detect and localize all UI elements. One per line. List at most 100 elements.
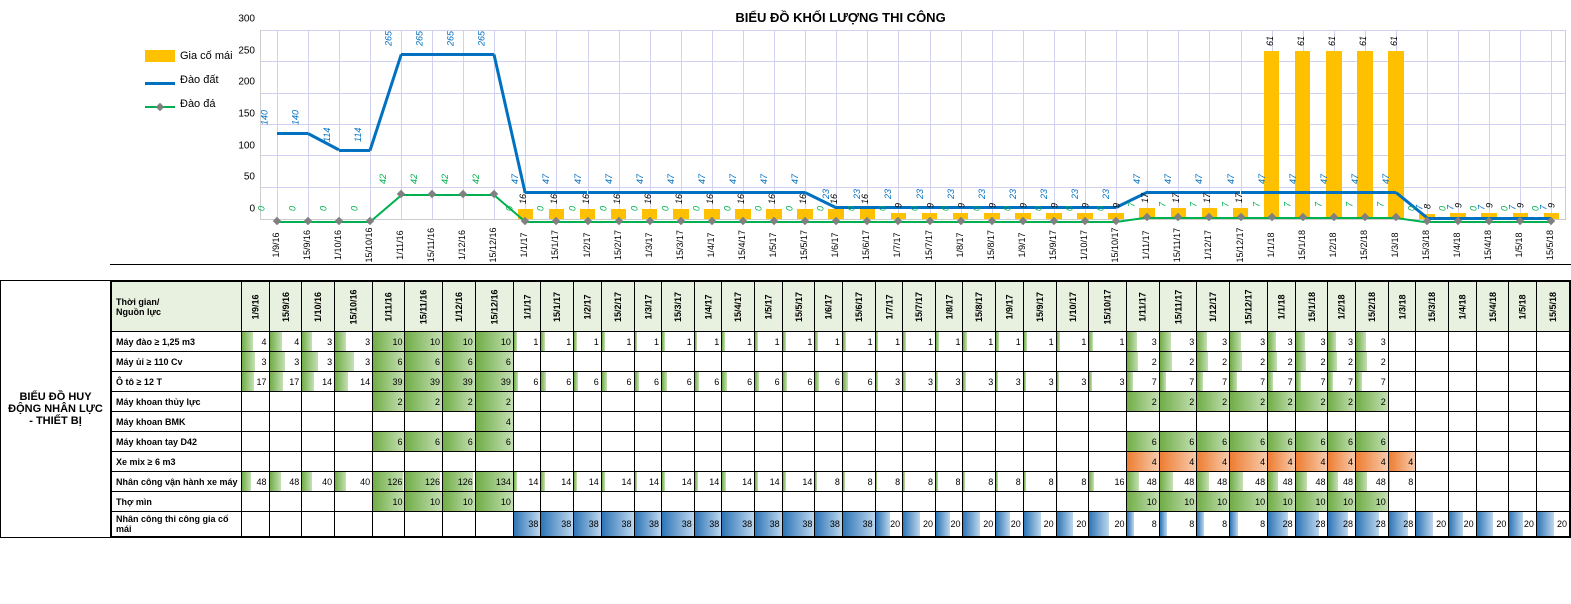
data-cell: 6 [405, 432, 443, 452]
data-cell: 14 [574, 472, 602, 492]
data-cell: 48 [1268, 472, 1296, 492]
data-cell [1449, 372, 1477, 392]
data-cell [443, 412, 476, 432]
data-cell [1056, 492, 1089, 512]
data-cell: 4 [1328, 452, 1356, 472]
data-cell: 3 [335, 332, 373, 352]
data-cell [722, 412, 755, 432]
data-cell [1089, 412, 1127, 432]
data-cell [1056, 412, 1089, 432]
data-cell [1388, 372, 1416, 392]
data-cell [541, 412, 574, 432]
data-cell [1536, 332, 1569, 352]
data-cell [634, 492, 662, 512]
data-cell [1416, 432, 1449, 452]
data-cell [1056, 352, 1089, 372]
data-cell [1509, 392, 1537, 412]
data-cell: 6 [373, 352, 405, 372]
data-cell [1509, 352, 1537, 372]
data-cell [335, 512, 373, 537]
data-cell: 20 [1023, 512, 1056, 537]
data-cell [662, 392, 695, 412]
data-cell [1159, 412, 1197, 432]
data-cell [1449, 472, 1477, 492]
data-cell [601, 452, 634, 472]
data-cell [443, 512, 476, 537]
data-cell: 2 [1230, 392, 1268, 412]
data-cell: 8 [875, 472, 903, 492]
data-cell: 6 [373, 432, 405, 452]
data-cell [996, 492, 1024, 512]
data-cell [302, 512, 335, 537]
data-cell: 2 [1127, 392, 1159, 412]
data-cell: 126 [405, 472, 443, 492]
data-cell: 14 [601, 472, 634, 492]
data-cell: 14 [302, 372, 335, 392]
data-cell [335, 432, 373, 452]
data-cell [242, 512, 270, 537]
data-cell [601, 392, 634, 412]
data-cell [1089, 452, 1127, 472]
date-header: 1/4/18 [1449, 282, 1477, 332]
date-header: 15/7/17 [903, 282, 936, 332]
data-cell: 3 [963, 372, 996, 392]
date-header: 1/2/18 [1328, 282, 1356, 332]
data-cell: 10 [475, 492, 513, 512]
data-cell [1536, 392, 1569, 412]
data-cell: 16 [1089, 472, 1127, 492]
data-cell: 4 [1295, 452, 1328, 472]
data-cell [373, 412, 405, 432]
data-cell: 3 [1159, 332, 1197, 352]
data-cell: 7 [1328, 372, 1356, 392]
data-cell: 20 [1449, 512, 1477, 537]
data-cell [1023, 392, 1056, 412]
data-cell: 38 [601, 512, 634, 537]
data-cell: 20 [1536, 512, 1569, 537]
date-header: 15/1/17 [541, 282, 574, 332]
data-cell [1388, 432, 1416, 452]
data-cell [574, 452, 602, 472]
data-cell: 2 [1268, 392, 1296, 412]
data-cell [755, 412, 783, 432]
data-cell [1056, 432, 1089, 452]
data-cell: 2 [475, 392, 513, 412]
data-cell: 1 [755, 332, 783, 352]
data-cell: 4 [1127, 452, 1159, 472]
data-cell [963, 412, 996, 432]
data-cell: 20 [1416, 512, 1449, 537]
data-cell [694, 492, 722, 512]
date-header: 1/9/17 [996, 282, 1024, 332]
data-cell: 3 [1328, 332, 1356, 352]
row-label: Xe mix ≥ 6 m3 [112, 452, 242, 472]
data-cell [815, 392, 843, 412]
data-cell: 8 [1197, 512, 1230, 537]
data-cell [634, 352, 662, 372]
legend-item: Đào đất [145, 74, 233, 86]
data-cell: 20 [996, 512, 1024, 537]
data-cell [1416, 392, 1449, 412]
data-cell [996, 352, 1024, 372]
data-cell [1388, 412, 1416, 432]
data-cell [903, 412, 936, 432]
data-cell: 2 [373, 392, 405, 412]
data-cell: 28 [1268, 512, 1296, 537]
data-cell [335, 492, 373, 512]
data-cell [373, 452, 405, 472]
data-cell [269, 432, 302, 452]
row-label: Máy khoan tay D42 [112, 432, 242, 452]
data-cell [1089, 392, 1127, 412]
data-cell [694, 352, 722, 372]
data-cell [842, 352, 875, 372]
data-cell [996, 392, 1024, 412]
data-cell [1476, 392, 1509, 412]
data-cell: 39 [373, 372, 405, 392]
data-cell: 4 [1388, 452, 1416, 472]
data-cell [1536, 412, 1569, 432]
data-cell: 17 [242, 372, 270, 392]
data-cell: 10 [405, 332, 443, 352]
date-header: 1/12/16 [443, 282, 476, 332]
data-cell [1476, 472, 1509, 492]
data-cell: 10 [373, 332, 405, 352]
data-cell [1089, 352, 1127, 372]
data-cell: 3 [996, 372, 1024, 392]
